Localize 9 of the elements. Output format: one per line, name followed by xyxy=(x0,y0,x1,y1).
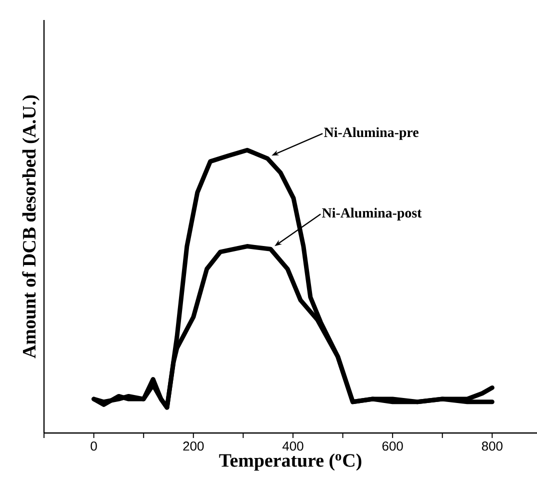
text: Ni-Alumina-post xyxy=(322,208,422,220)
text: Ni-Alumina-pre xyxy=(324,127,418,140)
x-tick-label: 0 xyxy=(90,442,97,451)
x-tick-label: 800 xyxy=(482,442,502,451)
x-tick-label: 400 xyxy=(282,442,304,451)
y-axis-title: Amount of DCB desorbed (A.U.) xyxy=(22,95,40,358)
x-tick-label: 600 xyxy=(382,442,403,451)
x-tick-label: 200 xyxy=(183,442,204,451)
x-axis-title: Temperature ($^{o}$C) xyxy=(219,454,362,471)
